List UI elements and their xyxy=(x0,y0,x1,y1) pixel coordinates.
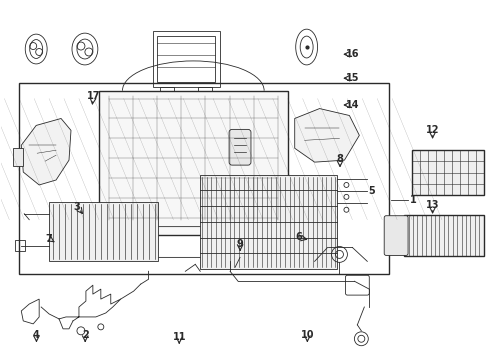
Text: 1: 1 xyxy=(410,195,416,204)
Text: 9: 9 xyxy=(237,239,244,249)
Text: 5: 5 xyxy=(368,186,375,196)
Bar xyxy=(198,87,212,96)
Text: 2: 2 xyxy=(82,330,89,341)
Text: 8: 8 xyxy=(337,154,343,163)
Text: 13: 13 xyxy=(426,200,440,210)
Bar xyxy=(19,83,389,274)
Text: 12: 12 xyxy=(426,125,440,135)
Polygon shape xyxy=(21,118,71,185)
Text: 11: 11 xyxy=(172,332,186,342)
Bar xyxy=(161,87,174,96)
Text: 6: 6 xyxy=(295,232,302,242)
Bar xyxy=(49,202,158,261)
Bar xyxy=(99,91,288,235)
Bar xyxy=(99,91,288,235)
Bar xyxy=(200,175,338,269)
Bar xyxy=(152,31,220,87)
Text: 3: 3 xyxy=(74,202,80,212)
Bar xyxy=(157,36,215,82)
FancyBboxPatch shape xyxy=(384,216,408,255)
Bar xyxy=(404,215,484,256)
Polygon shape xyxy=(294,109,359,162)
Text: 15: 15 xyxy=(345,73,359,83)
Text: 4: 4 xyxy=(33,330,40,341)
Text: 10: 10 xyxy=(300,330,314,341)
Bar xyxy=(15,239,25,251)
Text: 17: 17 xyxy=(87,91,101,101)
Bar xyxy=(412,150,484,195)
Text: 16: 16 xyxy=(345,49,359,59)
Text: 7: 7 xyxy=(46,234,52,244)
Text: 14: 14 xyxy=(345,100,359,110)
Bar xyxy=(13,148,23,166)
FancyBboxPatch shape xyxy=(229,129,251,165)
